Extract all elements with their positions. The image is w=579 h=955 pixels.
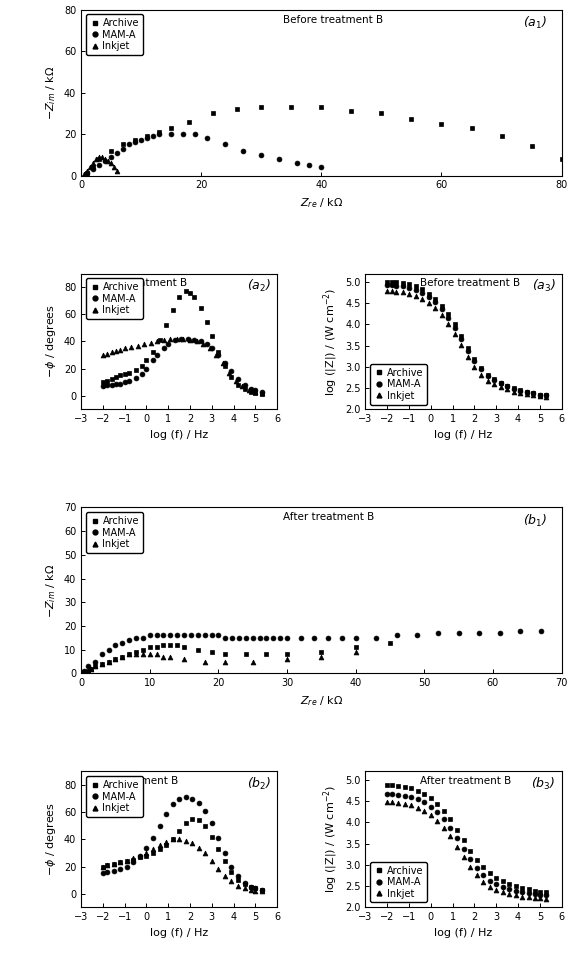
X-axis label: $Z_{re}$ / kΩ: $Z_{re}$ / kΩ (299, 196, 343, 210)
Y-axis label: log (|Z|) / (W cm$^{-2}$): log (|Z|) / (W cm$^{-2}$) (321, 785, 339, 894)
Text: (a$_3$): (a$_3$) (532, 278, 556, 294)
X-axis label: log (f) / Hz: log (f) / Hz (150, 430, 208, 440)
X-axis label: log (f) / Hz: log (f) / Hz (434, 430, 493, 440)
Text: (b$_3$): (b$_3$) (532, 775, 556, 792)
X-axis label: log (f) / Hz: log (f) / Hz (434, 927, 493, 938)
Text: Before treatment B: Before treatment B (420, 278, 521, 287)
Legend: Archive, MAM-A, Inkjet: Archive, MAM-A, Inkjet (86, 14, 143, 55)
Y-axis label: $-Z_{im}$ / kΩ: $-Z_{im}$ / kΩ (45, 65, 58, 119)
Legend: Archive, MAM-A, Inkjet: Archive, MAM-A, Inkjet (86, 279, 143, 319)
Text: Before treatment B: Before treatment B (87, 278, 187, 287)
Legend: Archive, MAM-A, Inkjet: Archive, MAM-A, Inkjet (371, 861, 427, 902)
Text: (b$_2$): (b$_2$) (247, 775, 272, 792)
Text: After treatment B: After treatment B (420, 775, 512, 786)
Legend: Archive, MAM-A, Inkjet: Archive, MAM-A, Inkjet (86, 776, 143, 817)
Text: Before treatment B: Before treatment B (283, 14, 383, 25)
Text: After treatment B: After treatment B (283, 513, 374, 522)
X-axis label: log (f) / Hz: log (f) / Hz (150, 927, 208, 938)
Legend: Archive, MAM-A, Inkjet: Archive, MAM-A, Inkjet (86, 512, 143, 553)
Text: (a$_1$): (a$_1$) (523, 14, 547, 31)
Text: (b$_1$): (b$_1$) (523, 513, 547, 528)
Y-axis label: $-Z_{im}$ / kΩ: $-Z_{im}$ / kΩ (45, 563, 58, 618)
Y-axis label: log (|Z|) / (W cm$^{-2}$): log (|Z|) / (W cm$^{-2}$) (321, 287, 339, 395)
Legend: Archive, MAM-A, Inkjet: Archive, MAM-A, Inkjet (371, 364, 427, 405)
Text: (a$_2$): (a$_2$) (247, 278, 272, 294)
Text: After treatment B: After treatment B (87, 775, 178, 786)
X-axis label: $Z_{re}$ / kΩ: $Z_{re}$ / kΩ (299, 694, 343, 708)
Y-axis label: $-\phi$ / degrees: $-\phi$ / degrees (44, 305, 58, 378)
Y-axis label: $-\phi$ / degrees: $-\phi$ / degrees (44, 802, 58, 877)
